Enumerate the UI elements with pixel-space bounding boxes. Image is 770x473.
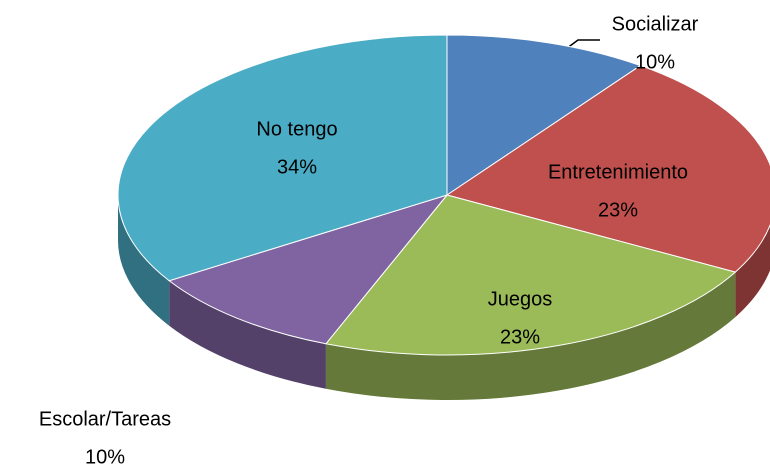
data-label-value: 10% (85, 446, 125, 468)
data-label-value: 23% (598, 199, 638, 221)
slice (445, 65, 770, 273)
slice-side (735, 225, 770, 318)
slice (324, 194, 737, 356)
data-label-value: 23% (500, 326, 540, 348)
slice-side-shade (325, 272, 736, 400)
data-label-value: 34% (277, 156, 317, 178)
slice-side (325, 272, 736, 400)
data-label-value: 10% (635, 51, 675, 73)
slice (168, 194, 449, 345)
data-label-name: Juegos (488, 288, 553, 310)
slice-side-shade (169, 280, 326, 389)
slice-side-shade (118, 195, 170, 326)
slice-side (169, 280, 326, 389)
slice (446, 34, 642, 196)
slice (117, 34, 448, 282)
data-label-name: Socializar (612, 13, 699, 35)
data-label-name: No tengo (256, 118, 337, 140)
data-label-name: Escolar/Tareas (39, 408, 171, 430)
slice-side-shade (735, 225, 770, 318)
data-label-name: Entretenimiento (548, 161, 688, 183)
slice-side (118, 195, 170, 326)
